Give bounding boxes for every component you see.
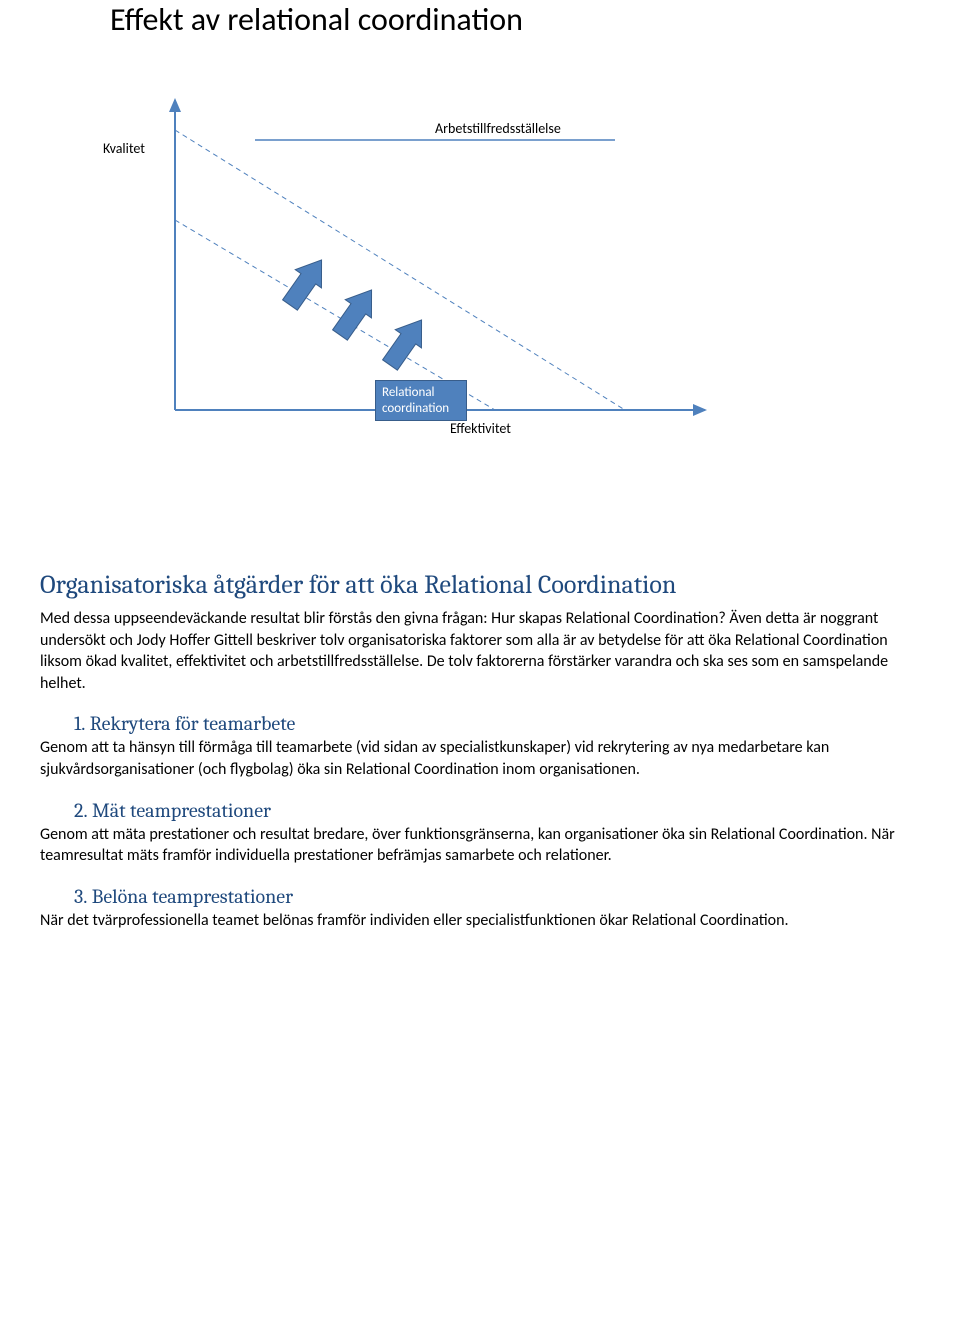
section-2-title: Mät teamprestationer [92,799,271,822]
x-axis-label: Effektivitet [450,420,511,437]
section-2-heading: 2. Mät teamprestationer [40,799,920,822]
section-3-number: 3. [74,885,87,908]
relational-coordination-box: Relational coordination [375,380,467,421]
section-2-number: 2. [74,799,88,822]
secondary-label: Arbetstillfredsställelse [435,120,561,137]
section-2-body: Genom att mäta prestationer och resultat… [40,824,920,867]
section-1-number: 1. [74,712,85,735]
rc-box-line1: Relational [382,385,435,400]
section-1-body: Genom att ta hänsyn till förmåga till te… [40,737,920,780]
diagram-title: Effekt av relational coordination [110,0,523,39]
section-3-title: Belöna teamprestationer [92,885,293,908]
section-1-heading: 1. Rekrytera för teamarbete [40,712,920,735]
main-heading: Organisatoriska åtgärder för att öka Rel… [40,570,920,600]
rc-box-line2: coordination [382,401,449,416]
section-3-heading: 3. Belöna teamprestationer [40,885,920,908]
diagram-container: Effekt av relational coordination Kvalit… [40,0,800,480]
y-axis-label: Kvalitet [103,140,145,157]
intro-paragraph: Med dessa uppseendeväckande resultat bli… [40,608,920,694]
section-1-title: Rekrytera för teamarbete [90,712,296,735]
chart-area: Kvalitet Arbetstillfredsställelse Effekt… [175,100,735,450]
section-3-body: När det tvärprofessionella teamet belöna… [40,910,920,932]
